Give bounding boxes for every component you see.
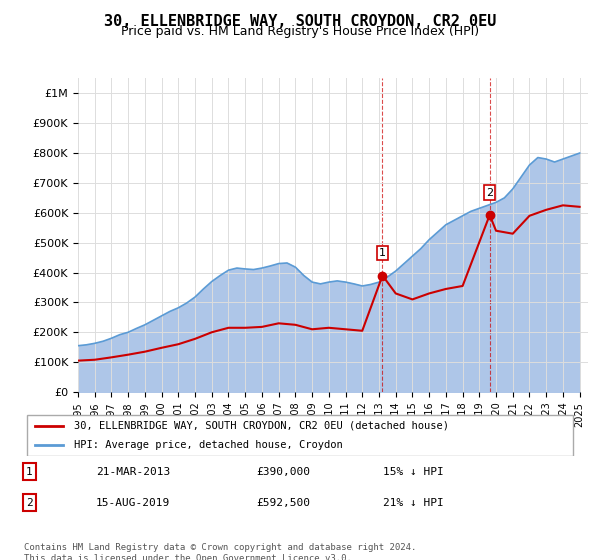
Text: 21-MAR-2013: 21-MAR-2013 [96, 467, 170, 477]
Text: 21% ↓ HPI: 21% ↓ HPI [383, 498, 443, 507]
Text: 30, ELLENBRIDGE WAY, SOUTH CROYDON, CR2 0EU: 30, ELLENBRIDGE WAY, SOUTH CROYDON, CR2 … [104, 14, 496, 29]
Text: 2: 2 [486, 188, 493, 198]
Text: 15-AUG-2019: 15-AUG-2019 [96, 498, 170, 507]
Text: 30, ELLENBRIDGE WAY, SOUTH CROYDON, CR2 0EU (detached house): 30, ELLENBRIDGE WAY, SOUTH CROYDON, CR2 … [74, 421, 449, 431]
Text: Price paid vs. HM Land Registry's House Price Index (HPI): Price paid vs. HM Land Registry's House … [121, 25, 479, 38]
Text: 1: 1 [379, 248, 386, 258]
Text: £390,000: £390,000 [256, 467, 310, 477]
Text: 1: 1 [26, 467, 33, 477]
Text: £592,500: £592,500 [256, 498, 310, 507]
FancyBboxPatch shape [27, 416, 573, 456]
Text: 2: 2 [26, 498, 33, 507]
Text: HPI: Average price, detached house, Croydon: HPI: Average price, detached house, Croy… [74, 440, 343, 450]
Text: Contains HM Land Registry data © Crown copyright and database right 2024.
This d: Contains HM Land Registry data © Crown c… [24, 543, 416, 560]
Text: 15% ↓ HPI: 15% ↓ HPI [383, 467, 443, 477]
